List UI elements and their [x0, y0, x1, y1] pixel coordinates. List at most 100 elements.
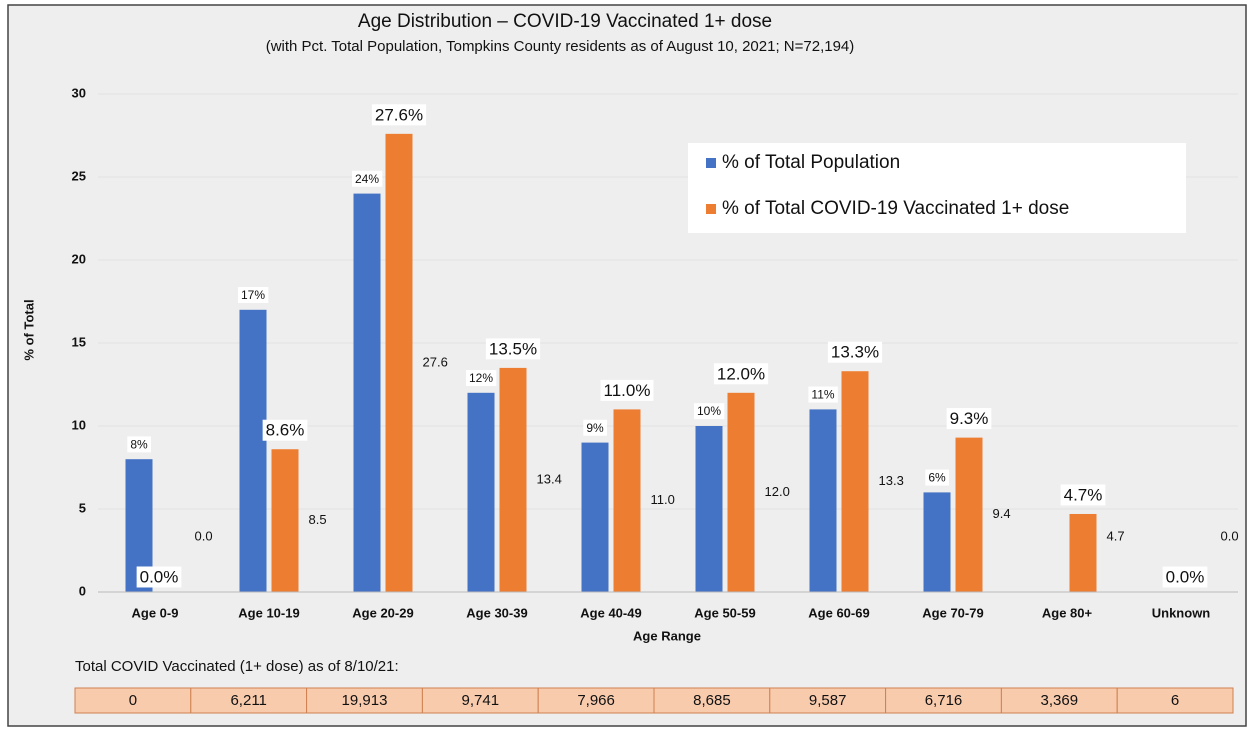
- legend-label: % of Total Population: [722, 152, 900, 173]
- data-label-bg: [351, 170, 383, 187]
- table-cell-text: 0: [129, 692, 137, 709]
- table-cell-text: 8,685: [693, 692, 731, 709]
- table-cell-text: 7,966: [577, 692, 615, 709]
- table-cell: [74, 687, 192, 714]
- x-tick-label: Age 70-79: [922, 605, 983, 620]
- data-label-bg: [693, 403, 725, 420]
- bar: [581, 442, 609, 592]
- data-label-bg: [485, 338, 541, 360]
- data-label: 9%: [586, 421, 604, 435]
- table-cell-text: 9,741: [462, 692, 500, 709]
- data-label: 8.6%: [266, 421, 305, 440]
- y-tick-label: 15: [72, 334, 86, 349]
- table-cell-text: 6,211: [230, 692, 266, 709]
- data-label: 13.3%: [831, 343, 879, 362]
- data-label: 9.3%: [950, 409, 989, 428]
- data-label: 27.6%: [375, 105, 423, 124]
- bar: [239, 309, 267, 592]
- table-cell-text: 6: [1171, 692, 1179, 709]
- x-tick-label: Unknown: [1152, 605, 1211, 620]
- x-tick-label: Age 60-69: [808, 605, 869, 620]
- data-label-bg: [136, 566, 182, 588]
- table-cell-text: 19,913: [342, 692, 388, 709]
- table-cell: [306, 687, 423, 714]
- alt-label: 11.0: [651, 492, 675, 507]
- data-label: 11.0%: [604, 381, 651, 400]
- bar: [467, 392, 495, 592]
- data-label: 6%: [928, 471, 946, 485]
- y-tick-label: 20: [72, 251, 86, 266]
- bar: [1069, 513, 1097, 592]
- data-label-bg: [1060, 484, 1106, 506]
- legend-swatch: [706, 158, 716, 168]
- x-tick-label: Age 80+: [1042, 605, 1093, 620]
- x-tick-label: Age 20-29: [352, 605, 413, 620]
- table-cell-text: 6,716: [925, 692, 963, 709]
- alt-label: 13.4: [537, 471, 562, 486]
- y-tick-label: 25: [72, 168, 86, 183]
- alt-label: 4.7: [1107, 528, 1125, 543]
- data-label-bg: [946, 408, 992, 430]
- data-label-bg: [827, 341, 883, 363]
- bar: [499, 367, 527, 592]
- bar: [385, 133, 413, 592]
- table-cell: [885, 687, 1002, 714]
- bar: [613, 409, 641, 592]
- data-label-bg: [713, 363, 769, 385]
- table-cell: [1116, 687, 1234, 714]
- bar: [727, 392, 755, 592]
- data-label: 10%: [697, 404, 721, 418]
- alt-label: 27.6: [423, 354, 448, 369]
- x-tick-label: Age 10-19: [238, 605, 299, 620]
- bar: [809, 409, 837, 592]
- data-label: 8%: [130, 437, 148, 451]
- data-label-bg: [262, 419, 308, 441]
- data-label-bg: [583, 419, 608, 436]
- x-tick-label: Age 30-39: [466, 605, 527, 620]
- data-label-bg: [237, 286, 269, 303]
- x-tick-label: Age 50-59: [694, 605, 755, 620]
- data-label: 11%: [811, 388, 834, 402]
- table-cell-text: 3,369: [1041, 692, 1079, 709]
- table-cell: [1000, 687, 1118, 714]
- y-tick-label: 30: [72, 85, 86, 100]
- chart-subtitle: (with Pct. Total Population, Tompkins Co…: [266, 38, 855, 55]
- alt-label: 13.3: [879, 473, 904, 488]
- data-label-bg: [1162, 566, 1208, 588]
- alt-label: 12.0: [765, 484, 790, 499]
- x-tick-label: Age 40-49: [580, 605, 641, 620]
- data-label: 0.0%: [1166, 567, 1205, 586]
- data-label: 24%: [355, 172, 379, 186]
- y-tick-label: 10: [72, 417, 86, 432]
- bar: [955, 437, 983, 592]
- data-label: 13.5%: [489, 339, 537, 358]
- table-cell: [769, 687, 887, 714]
- bar: [841, 371, 869, 592]
- bar: [695, 426, 723, 592]
- legend-swatch: [706, 204, 716, 214]
- data-label: 17%: [241, 288, 265, 302]
- bar: [923, 492, 951, 592]
- data-label-bg: [808, 386, 838, 403]
- y-tick-label: 5: [79, 500, 86, 515]
- x-tick-label: Age 0-9: [132, 605, 179, 620]
- alt-label: 8.5: [309, 512, 327, 527]
- legend-label: % of Total COVID-19 Vaccinated 1+ dose: [722, 198, 1069, 219]
- chart-frame: [7, 4, 1247, 727]
- data-label-bg: [600, 379, 654, 401]
- data-label: 12.0%: [717, 364, 765, 383]
- data-label-bg: [465, 369, 497, 386]
- table-cell-text: 9,587: [809, 692, 847, 709]
- alt-label: 0.0: [1221, 528, 1239, 543]
- data-label: 12%: [469, 371, 493, 385]
- data-label-bg: [925, 469, 950, 486]
- y-tick-label: 0: [79, 583, 86, 598]
- chart-title: Age Distribution – COVID-19 Vaccinated 1…: [358, 11, 772, 32]
- legend-box: [688, 143, 1186, 233]
- table-cell: [537, 687, 655, 714]
- data-label: 4.7%: [1064, 485, 1103, 504]
- data-label-bg: [371, 104, 427, 126]
- bar: [271, 449, 299, 592]
